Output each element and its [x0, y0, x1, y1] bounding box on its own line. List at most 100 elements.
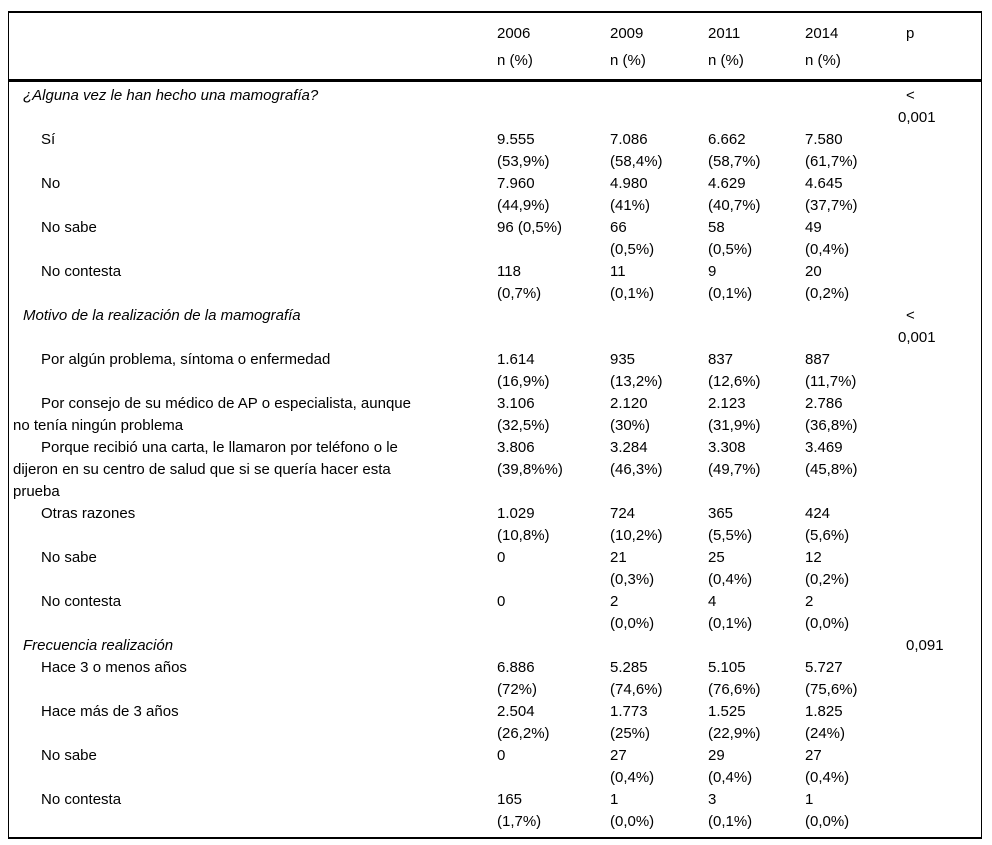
- year-label: 2014: [805, 25, 839, 42]
- data-cell-2006: 3.106 (32,5%): [497, 395, 550, 434]
- data-cell-2009: 5.285 (74,6%): [610, 659, 663, 698]
- data-cell-2014: 2 (0,0%): [805, 593, 850, 632]
- data-cell-2014: 2.786 (36,8%): [805, 395, 858, 434]
- p-value-cell: [896, 437, 981, 503]
- table-row: No sabe 96 (0,5%) 66 (0,5%) 58 (0,5%) 49 (0,4%): [9, 217, 981, 261]
- table-row: Por algún problema, síntoma o enfermedad…: [9, 349, 981, 393]
- table-row: Otras razones 1.029 (10,8%) 724 (10,2%) 365 (5…: [9, 503, 981, 547]
- data-cell-2006: 118 (0,7%): [497, 263, 542, 302]
- data-cell-2011: 2.123 (31,9%): [708, 395, 761, 434]
- row-label: Por consejo de su médico de AP o especia…: [13, 395, 411, 434]
- data-cell-2014: 4.645 (37,7%): [805, 175, 858, 214]
- data-cell-2014: 7.580 (61,7%): [805, 131, 858, 170]
- n-percent-label: n (%): [497, 52, 533, 69]
- data-cell-2009: 3.284 (46,3%): [610, 439, 663, 478]
- data-cell-2009: 724 (10,2%): [610, 505, 663, 544]
- row-label: No sabe: [41, 747, 97, 764]
- data-cell-2011: 4 (0,1%): [708, 593, 753, 632]
- table-row: Hace 3 o menos años 6.886 (72%) 5.285 (74,6%…: [9, 657, 981, 701]
- table-row: No 7.960 (44,9%) 4.980 (41%) 4.629 (40,7%) 4.64…: [9, 173, 981, 217]
- data-cell-2014: 3.469 (45,8%): [805, 439, 858, 478]
- data-cell-2014: 12 (0,2%): [805, 549, 850, 588]
- data-cell-2006: 0: [497, 593, 506, 610]
- column-header-2014: 2014 n (%): [799, 13, 896, 82]
- data-cell-2014: [799, 81, 896, 130]
- table-row: Hace más de 3 años 2.504 (26,2%) 1.773 (25%)…: [9, 701, 981, 745]
- column-header-2006: 2006 n (%): [491, 13, 604, 82]
- data-cell-2009: [604, 635, 702, 657]
- data-cell-2009: 21 (0,3%): [610, 549, 655, 588]
- row-label: No sabe: [41, 549, 97, 566]
- column-header-2009: 2009 n (%): [604, 13, 702, 82]
- data-cell-2011: 5.105 (76,6%): [708, 659, 761, 698]
- data-cell-2006: 0: [497, 549, 506, 566]
- data-cell-2009: 1.773 (25%): [610, 703, 651, 742]
- data-cell-2009: 935 (13,2%): [610, 351, 663, 390]
- table-row: Sí 9.555 (53,9%) 7.086 (58,4%) 6.662 (58,7%) 7.…: [9, 129, 981, 173]
- section-label: Frecuencia realización: [23, 637, 174, 654]
- header-row: 2006 n (%) 2009 n (%) 2011 n (%) 2014 n …: [9, 13, 981, 82]
- data-cell-2014: 424 (5,6%): [805, 505, 850, 544]
- data-cell-2009: 4.980 (41%): [610, 175, 651, 214]
- row-label: Por algún problema, síntoma o enfermedad: [41, 351, 331, 368]
- data-cell-2011: 3.308 (49,7%): [708, 439, 761, 478]
- data-cell-2006: [491, 635, 604, 657]
- data-cell-2011: 1.525 (22,9%): [708, 703, 761, 742]
- data-cell-2006: [491, 81, 604, 130]
- table-row: No sabe 0 21 (0,3%) 25 (0,4%) 12 (0,2%): [9, 547, 981, 591]
- data-cell-2011: [702, 305, 799, 349]
- p-value-cell: <0,001: [898, 307, 936, 346]
- data-cell-2011: 25 (0,4%): [708, 549, 753, 588]
- row-label: No sabe: [41, 219, 97, 236]
- data-cell-2011: [702, 81, 799, 130]
- section-row: Motivo de la realización de la mamografí…: [9, 305, 981, 349]
- p-value-cell: [896, 701, 981, 745]
- p-value-cell: [896, 745, 981, 789]
- data-cell-2006: [491, 305, 604, 349]
- data-cell-2006: 1.029 (10,8%): [497, 505, 550, 544]
- table-row: Por consejo de su médico de AP o especia…: [9, 393, 981, 437]
- data-cell-2009: 7.086 (58,4%): [610, 131, 663, 170]
- table-row: Porque recibió una carta, le llamaron po…: [9, 437, 981, 503]
- data-cell-2011: 6.662 (58,7%): [708, 131, 761, 170]
- year-label: 2009: [610, 25, 644, 42]
- p-value-cell: <0,001: [898, 87, 936, 126]
- p-value-cell: [896, 547, 981, 591]
- data-cell-2009: 11 (0,1%): [610, 263, 655, 302]
- data-cell-2006: 7.960 (44,9%): [497, 175, 550, 214]
- data-cell-2006: 9.555 (53,9%): [497, 131, 550, 170]
- data-cell-2006: 165 (1,7%): [497, 791, 542, 830]
- year-label: 2006: [497, 25, 531, 42]
- row-label: No: [41, 175, 61, 192]
- p-header-label: p: [906, 25, 915, 42]
- table-row: No contesta 118 (0,7%) 11 (0,1%) 9 (0,1%) 20 (0,…: [9, 261, 981, 305]
- data-cell-2014: 1.825 (24%): [805, 703, 846, 742]
- data-cell-2014: 887 (11,7%): [805, 351, 857, 390]
- row-label: No contesta: [41, 263, 122, 280]
- row-label: Sí: [41, 131, 56, 148]
- data-cell-2009: 1 (0,0%): [610, 791, 655, 830]
- data-cell-2011: 837 (12,6%): [708, 351, 761, 390]
- data-cell-2006: 1.614 (16,9%): [497, 351, 550, 390]
- data-cell-2011: 3 (0,1%): [708, 791, 753, 830]
- row-label: Otras razones: [41, 505, 136, 522]
- row-label: No contesta: [41, 791, 122, 808]
- section-row: Frecuencia realización 0,091: [9, 635, 981, 657]
- table-body: ¿Alguna vez le han hecho una mamografía?…: [9, 81, 981, 838]
- table-row: No sabe 0 27 (0,4%) 29 (0,4%) 27 (0,4%): [9, 745, 981, 789]
- p-value-cell: 0,091: [906, 637, 944, 654]
- p-value-cell: [896, 129, 981, 173]
- row-label: No contesta: [41, 593, 122, 610]
- data-cell-2009: 2.120 (30%): [610, 395, 651, 434]
- section-row: ¿Alguna vez le han hecho una mamografía?…: [9, 81, 981, 130]
- data-cell-2014: [799, 305, 896, 349]
- data-cell-2011: 365 (5,5%): [708, 505, 753, 544]
- data-cell-2011: 58 (0,5%): [708, 219, 753, 258]
- table-row: No contesta 165 (1,7%) 1 (0,0%) 3 (0,1%) 1 (0,0%…: [9, 789, 981, 837]
- p-value-cell: [896, 217, 981, 261]
- data-cell-2014: 5.727 (75,6%): [805, 659, 858, 698]
- data-cell-2014: 49 (0,4%): [805, 219, 850, 258]
- data-cell-2006: 6.886 (72%): [497, 659, 538, 698]
- data-cell-2011: 29 (0,4%): [708, 747, 753, 786]
- data-table: 2006 n (%) 2009 n (%) 2011 n (%) 2014 n …: [9, 13, 981, 837]
